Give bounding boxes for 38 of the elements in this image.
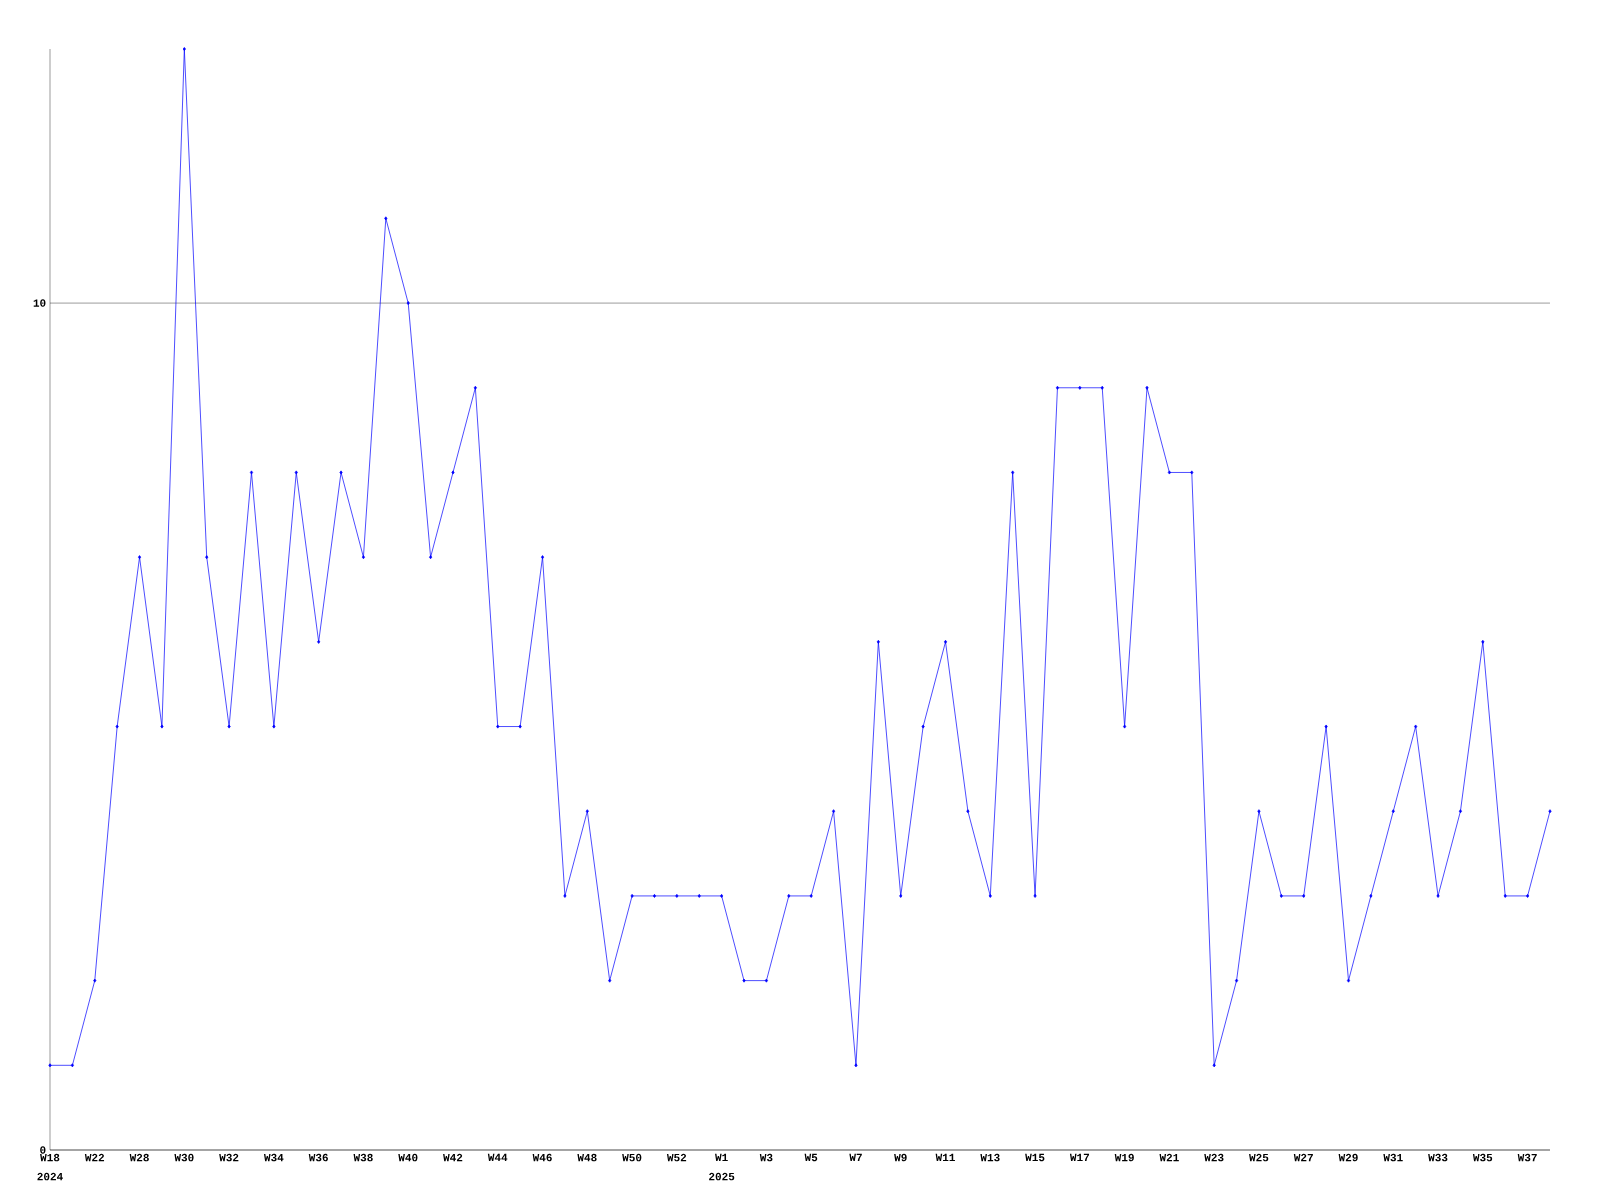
x-tick-label: W52 [666, 1153, 687, 1162]
x-tick-label: W9 [894, 1153, 907, 1162]
x-tick-label: W35 [1472, 1153, 1493, 1162]
x-tick-label: W40 [398, 1153, 418, 1162]
y-tick-label: 10 [33, 299, 46, 307]
x-tick-label: W19 [1114, 1153, 1134, 1162]
x-tick-label: W44 [487, 1153, 508, 1162]
x-tick-label: W13 [980, 1153, 1000, 1162]
x-tick-label: W15 [1025, 1153, 1045, 1162]
x-tick-label: W21 [1159, 1153, 1179, 1162]
x-tick-label: W42 [443, 1153, 463, 1162]
x-tick-label: W25 [1249, 1153, 1269, 1162]
y-tick-label: 0 [40, 1146, 46, 1154]
x-tick-label: W32 [219, 1153, 239, 1162]
text: 2025 [709, 1172, 735, 1181]
x-tick-label: W5 [804, 1153, 818, 1162]
x-tick-label: W31 [1383, 1153, 1403, 1162]
x-tick-label: W11 [935, 1153, 955, 1162]
x-tick-label: W29 [1338, 1153, 1358, 1162]
x-tick-label: W23 [1204, 1153, 1224, 1162]
x-tick-label: W37 [1517, 1153, 1537, 1162]
x-tick-label: W18 [40, 1153, 60, 1162]
x-tick-label: W17 [1069, 1153, 1090, 1162]
x-tick-label: W46 [532, 1153, 552, 1162]
x-tick-label: W7 [849, 1153, 862, 1162]
x-tick-label: W38 [353, 1153, 373, 1162]
x-tick-label: W30 [174, 1153, 194, 1162]
x-tick-label: W3 [759, 1153, 773, 1162]
x-tick-label: W50 [622, 1153, 642, 1162]
x-tick-label: W27 [1293, 1153, 1313, 1162]
x-tick-label: W33 [1428, 1153, 1448, 1162]
x-tick-label: W48 [577, 1153, 597, 1162]
x-tick-label: W22 [84, 1153, 105, 1162]
text: 2024 [37, 1172, 63, 1181]
x-tick-label: W1 [715, 1153, 728, 1162]
x-tick-label: W34 [263, 1153, 284, 1162]
x-tick-label: W36 [308, 1153, 328, 1162]
x-tick-label: W28 [129, 1153, 149, 1162]
